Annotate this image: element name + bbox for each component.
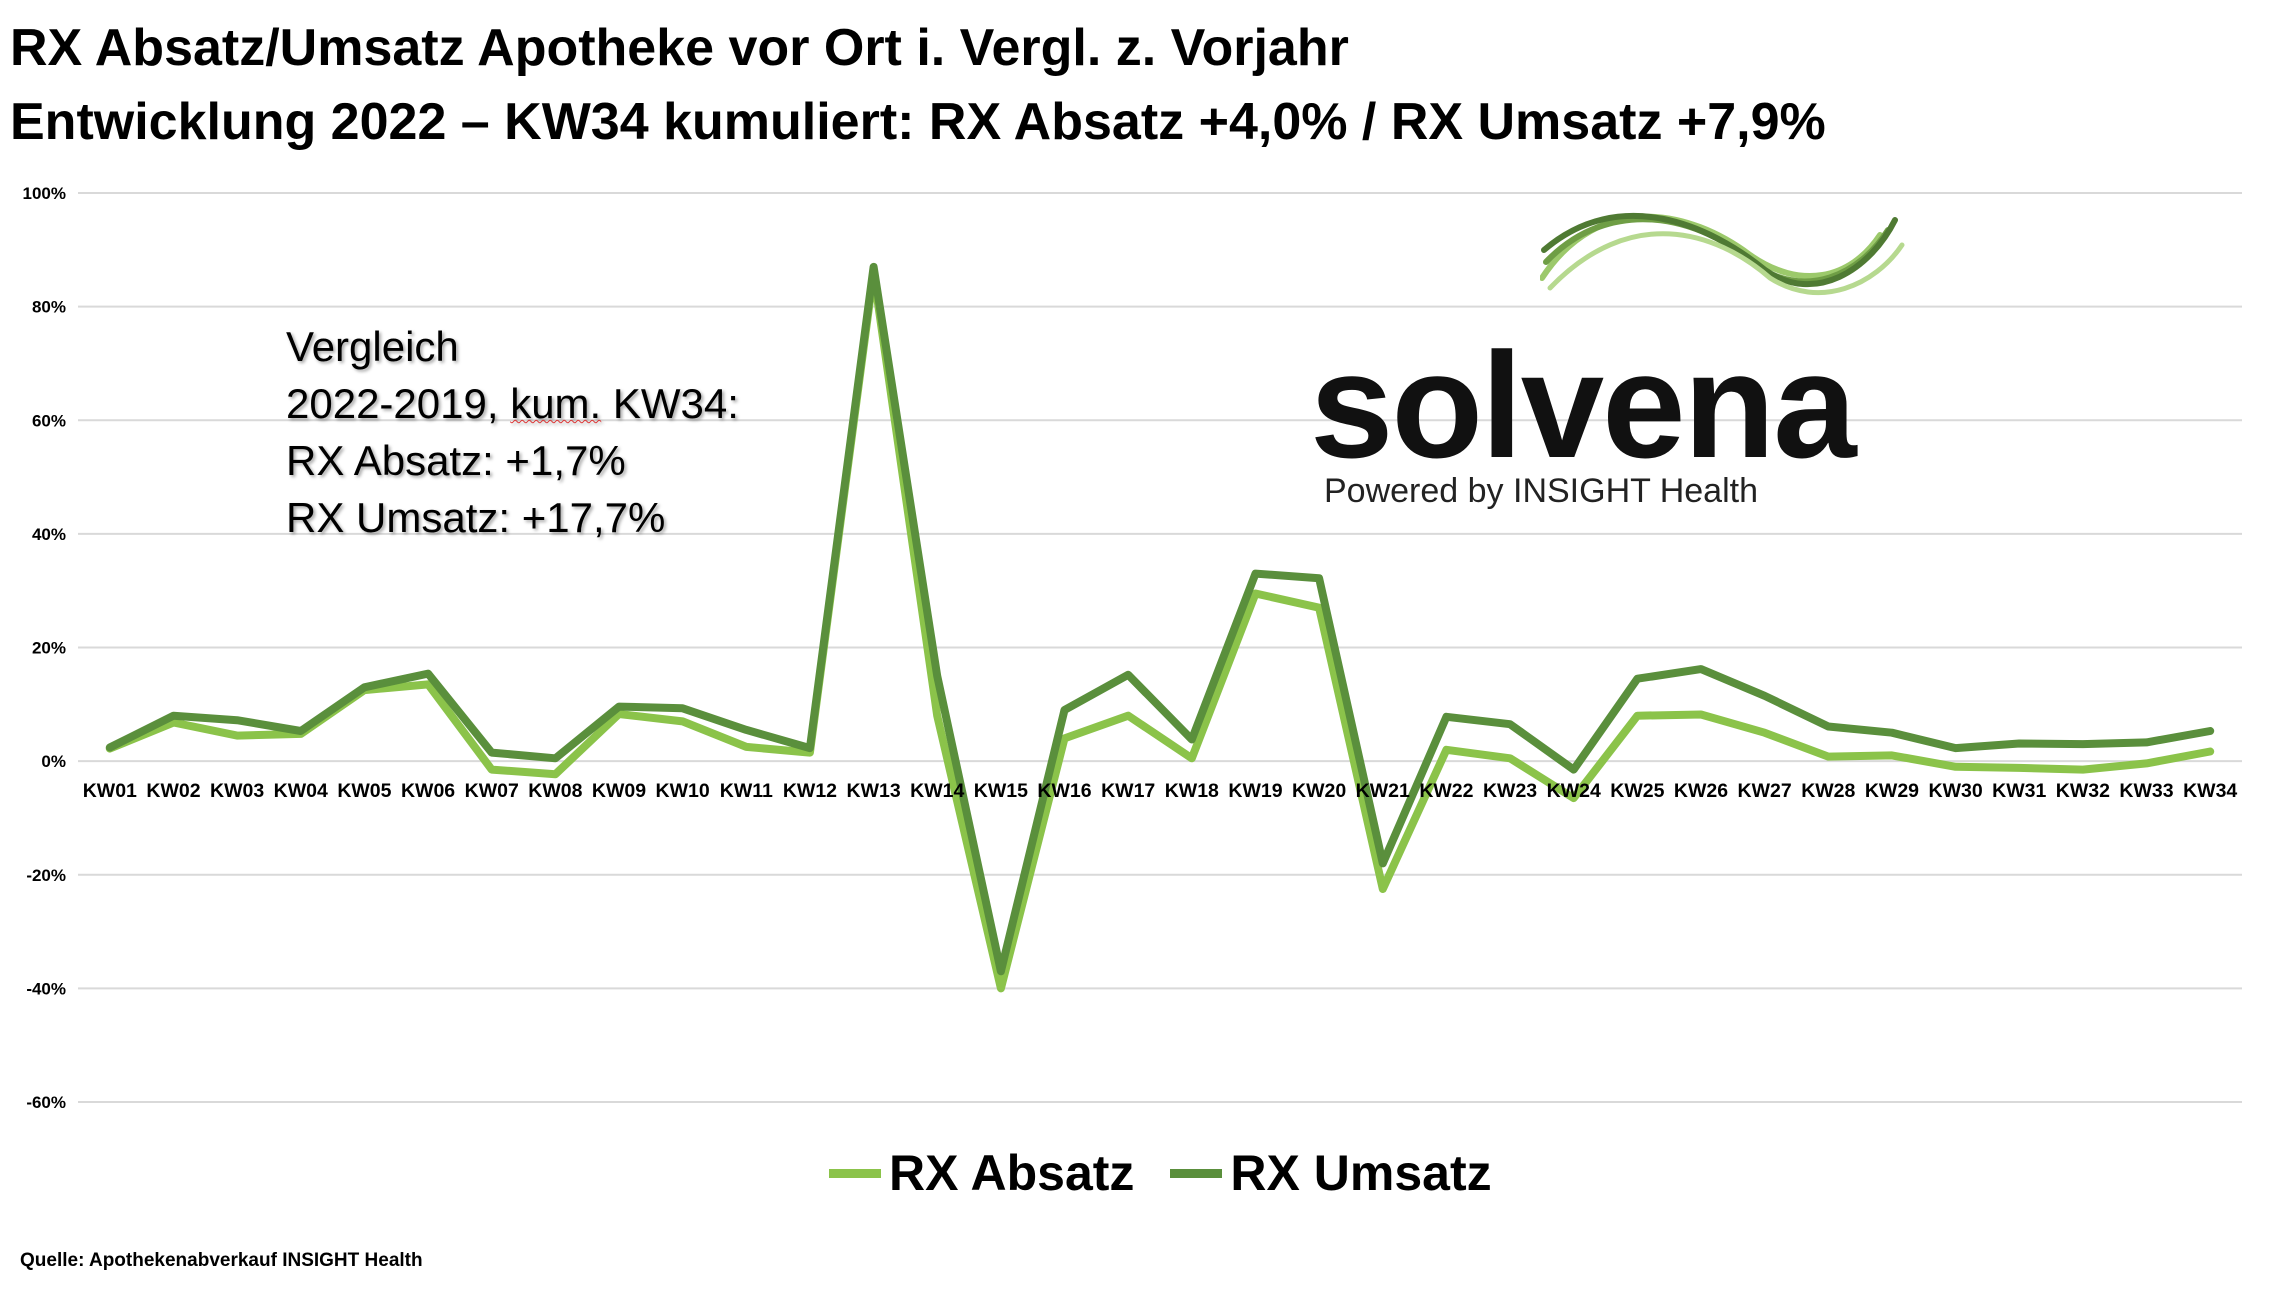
x-tick-label: KW20 [1292,780,1346,802]
logo-waves-icon [1540,213,1905,296]
legend-label: RX Umsatz [1230,1145,1492,1201]
series-line-rx-umsatz [105,262,2215,976]
x-tick-label: KW06 [401,780,455,802]
y-tick-label: 0% [41,752,66,771]
x-tick-label: KW03 [210,780,264,802]
solvena-logo: solvena Powered by INSIGHT Health [1310,200,1910,540]
legend-swatch [1170,1168,1223,1178]
x-tick-label: KW15 [974,780,1028,802]
x-tick-label: KW07 [465,780,519,802]
y-tick-label: -60% [26,1093,66,1112]
x-tick-label: KW18 [1165,780,1219,802]
y-tick-label: 60% [32,411,66,430]
legend-item: RX Absatz [829,1144,1134,1202]
annotation-line2-pre: 2022-2019, [286,380,511,427]
x-tick-label: KW01 [83,780,137,802]
chart-title: RX Absatz/Umsatz Apotheke vor Ort i. Ver… [10,19,1349,77]
x-tick-label: KW02 [146,780,200,802]
x-tick-label: KW27 [1738,780,1792,802]
y-tick-label: 40% [32,525,66,544]
chart-legend: RX Absatz RX Umsatz [829,1138,1528,1208]
logo-wordmark: solvena [1310,321,1857,489]
y-tick-label: 20% [32,639,66,658]
x-tick-label: KW10 [656,780,710,802]
x-tick-label: KW05 [337,780,391,802]
x-tick-label: KW21 [1356,780,1410,802]
x-tick-label: KW14 [910,780,964,802]
x-tick-label: KW25 [1610,780,1664,802]
x-tick-label: KW29 [1865,780,1919,802]
x-tick-label: KW24 [1547,780,1601,802]
y-tick-label: -40% [26,979,66,998]
x-tick-label: KW23 [1483,780,1537,802]
legend-label: RX Absatz [889,1145,1135,1201]
y-tick-label: -20% [26,866,66,885]
x-tick-label: KW19 [1228,780,1282,802]
legend-swatch [829,1168,881,1178]
x-tick-label: KW11 [720,780,773,802]
x-tick-label: KW08 [528,780,582,802]
x-tick-label: KW13 [846,780,900,802]
x-tick-label: KW33 [2119,780,2173,802]
annotation-line4: RX Umsatz: +17,7% [286,494,666,541]
legend-item: RX Umsatz [1170,1144,1492,1202]
y-axis-ticks: 100% 80% 60% 40% 20% 0% -20% -40% -60% [23,184,66,1112]
x-tick-label: KW09 [592,780,646,802]
x-tick-label: KW12 [783,780,837,802]
annotation-line2-post: KW34: [601,380,739,427]
y-tick-label: 80% [32,298,66,317]
x-tick-label: KW22 [1419,780,1473,802]
source-note: Quelle: Apothekenabverkauf INSIGHT Healt… [20,1250,423,1271]
x-tick-label: KW32 [2056,780,2110,802]
chart-subtitle: Entwicklung 2022 – KW34 kumuliert: RX Ab… [10,93,1826,151]
logo-tagline: Powered by INSIGHT Health [1324,472,1758,510]
annotation-line3: RX Absatz: +1,7% [286,437,626,484]
annotation-line2-wavy: kum. [510,380,602,427]
gridlines [78,192,2242,1103]
annotation-line1: Vergleich [286,323,459,370]
x-tick-label: KW31 [1992,780,2046,802]
x-tick-label: KW16 [1037,780,1091,802]
x-tick-label: KW26 [1674,780,1728,802]
x-axis-ticks: KW01 KW02 KW03 KW04 KW05 KW06 KW07 KW08 KW09 KW10… [83,780,2238,802]
x-tick-label: KW28 [1801,780,1855,802]
x-tick-label: KW34 [2183,780,2237,802]
x-tick-label: KW17 [1101,780,1155,802]
series-line-rx-absatz [105,268,2215,993]
y-tick-label: 100% [23,184,66,203]
x-tick-label: KW30 [1928,780,1982,802]
x-tick-label: KW04 [274,780,328,802]
annotation-line2: 2022-2019, kum. KW34: [286,375,739,432]
series-lines [105,262,2215,993]
comparison-annotation: Vergleich 2022-2019, kum. KW34: RX Absat… [286,318,739,546]
